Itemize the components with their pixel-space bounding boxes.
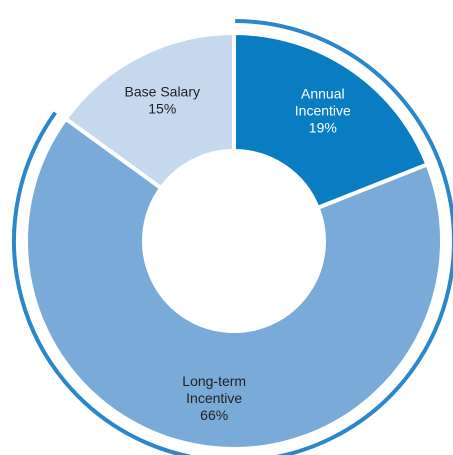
slice-name-long-term-incentive: Long-term <box>182 373 246 389</box>
slice-name-long-term-incentive: Incentive <box>186 390 242 406</box>
donut-slices <box>24 30 444 451</box>
slice-percent-annual-incentive: 19% <box>309 119 337 135</box>
slice-percent-base-salary: 15% <box>148 101 176 117</box>
slice-percent-long-term-incentive: 66% <box>200 407 228 423</box>
donut-labels: Annual Incentive 19%Long-term Incentive 66%B… <box>125 84 352 423</box>
slice-annual-incentive <box>232 30 430 211</box>
slice-long-term-incentive <box>24 115 444 451</box>
slice-label-annual-incentive: Annual Incentive 19% <box>295 85 351 135</box>
slice-label-long-term-incentive: Long-term Incentive 66% <box>182 373 246 423</box>
slice-name-base-salary: Base Salary <box>125 84 200 100</box>
slice-name-annual-incentive: Incentive <box>295 102 351 118</box>
slice-label-base-salary: Base Salary 15% <box>125 84 200 117</box>
slice-name-annual-incentive: Annual <box>301 85 345 101</box>
slice-base-salary <box>62 30 236 191</box>
outer-highlight-ring <box>12 19 453 455</box>
